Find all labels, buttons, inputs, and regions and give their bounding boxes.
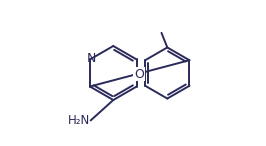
Text: O: O bbox=[134, 68, 144, 81]
Text: N: N bbox=[87, 52, 96, 65]
Text: H₂N: H₂N bbox=[68, 114, 90, 127]
